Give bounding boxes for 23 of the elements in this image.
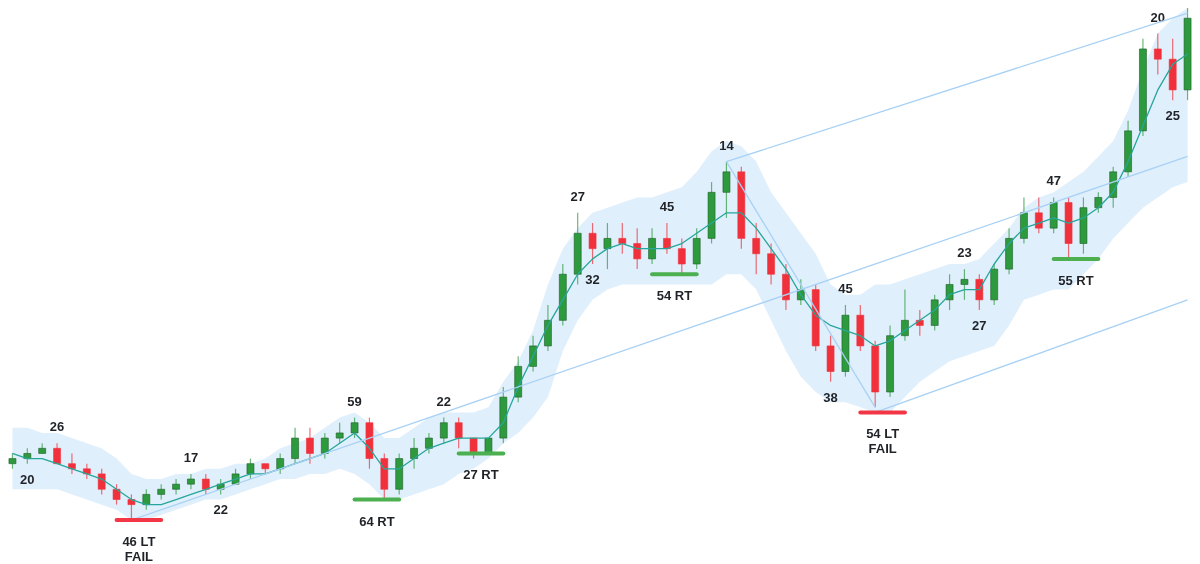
text: 20 [20,471,35,487]
series-label: 55 RT [1058,272,1094,288]
text: 26 [49,419,65,435]
series-label: 64 RT [359,513,395,529]
text: 14 [719,137,734,153]
text: 59 [347,393,362,409]
text: 27 [570,188,585,204]
text: 22 [436,393,452,409]
text: 20 [1150,9,1166,25]
text: 22 [213,502,228,518]
text: 47 [1046,173,1061,189]
text: 25 [1165,108,1180,124]
text: 27 [972,318,987,334]
series-label: 54 RT [656,288,693,304]
text: 45 [659,199,675,215]
text: 38 [823,389,838,405]
series-label: 27 RT [463,467,499,483]
series-label: 54 LT FAIL [866,426,900,457]
series-label: 46 LT FAIL [122,534,156,564]
text: 45 [838,280,853,296]
text: 17 [183,449,199,465]
text: 32 [585,272,600,287]
text: 23 [957,245,972,261]
